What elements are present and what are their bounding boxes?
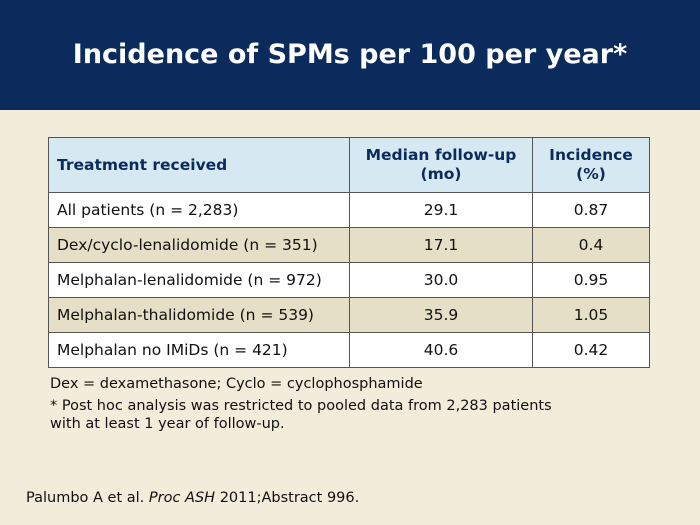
cell-median: 35.9 [349, 297, 533, 333]
table-row: Melphalan-thalidomide (n = 539) 35.9 1.0… [48, 297, 650, 333]
cell-treatment: Dex/cyclo-lenalidomide (n = 351) [48, 227, 350, 263]
header-incidence-line1: Incidence [549, 146, 633, 164]
asterisk-footnote-line2: with at least 1 year of follow-up. [50, 416, 285, 432]
citation: Palumbo A et al. Proc ASH 2011;Abstract … [26, 490, 359, 506]
cell-median: 29.1 [349, 192, 533, 228]
cell-incidence: 0.4 [532, 227, 650, 263]
table-row: Melphalan-lenalidomide (n = 972) 30.0 0.… [48, 262, 650, 298]
table-row: Melphalan no IMiDs (n = 421) 40.6 0.42 [48, 332, 650, 368]
title-bar: Incidence of SPMs per 100 per year* [0, 0, 700, 110]
slide-title: Incidence of SPMs per 100 per year* [72, 38, 628, 70]
header-median-line1: Median follow-up [365, 146, 517, 164]
cell-treatment: Melphalan-thalidomide (n = 539) [48, 297, 350, 333]
citation-details: 2011;Abstract 996. [219, 490, 360, 506]
cell-treatment: Melphalan-lenalidomide (n = 972) [48, 262, 350, 298]
citation-authors: Palumbo A et al. [26, 490, 145, 506]
footnotes: Dex = dexamethasone; Cyclo = cyclophosph… [50, 375, 610, 437]
table-row: All patients (n = 2,283) 29.1 0.87 [48, 192, 650, 228]
cell-treatment: Melphalan no IMiDs (n = 421) [48, 332, 350, 368]
header-incidence-line2: (%) [576, 165, 606, 183]
cell-incidence: 0.42 [532, 332, 650, 368]
asterisk-footnote: * Post hoc analysis was restricted to po… [50, 397, 610, 433]
cell-incidence: 1.05 [532, 297, 650, 333]
asterisk-footnote-line1: * Post hoc analysis was restricted to po… [50, 398, 552, 414]
spm-incidence-table: Treatment received Median follow-up (mo)… [48, 137, 650, 368]
header-median-follow-up: Median follow-up (mo) [349, 137, 533, 193]
cell-treatment: All patients (n = 2,283) [48, 192, 350, 228]
cell-incidence: 0.95 [532, 262, 650, 298]
citation-journal: Proc ASH [148, 490, 216, 506]
cell-incidence: 0.87 [532, 192, 650, 228]
cell-median: 40.6 [349, 332, 533, 368]
abbreviations-footnote: Dex = dexamethasone; Cyclo = cyclophosph… [50, 376, 423, 392]
table-header-row: Treatment received Median follow-up (mo)… [48, 137, 650, 193]
header-incidence: Incidence (%) [532, 137, 650, 193]
header-median-line2: (mo) [420, 165, 462, 183]
header-treatment: Treatment received [48, 137, 350, 193]
cell-median: 17.1 [349, 227, 533, 263]
cell-median: 30.0 [349, 262, 533, 298]
table-row: Dex/cyclo-lenalidomide (n = 351) 17.1 0.… [48, 227, 650, 263]
